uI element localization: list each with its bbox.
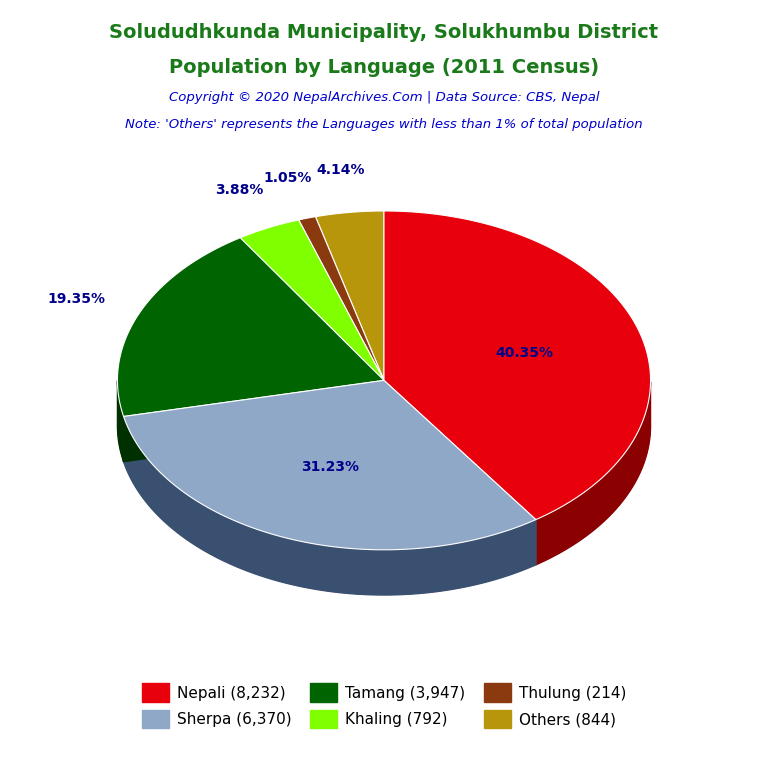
Text: 3.88%: 3.88%	[216, 183, 264, 197]
Text: 31.23%: 31.23%	[301, 460, 359, 474]
Text: Solududhkunda Municipality, Solukhumbu District: Solududhkunda Municipality, Solukhumbu D…	[109, 23, 659, 42]
Polygon shape	[384, 380, 536, 564]
Text: Population by Language (2011 Census): Population by Language (2011 Census)	[169, 58, 599, 77]
Text: 19.35%: 19.35%	[48, 293, 105, 306]
Text: Copyright © 2020 NepalArchives.Com | Data Source: CBS, Nepal: Copyright © 2020 NepalArchives.Com | Dat…	[169, 91, 599, 104]
Polygon shape	[384, 380, 536, 564]
Polygon shape	[240, 220, 384, 380]
Legend: Nepali (8,232), Sherpa (6,370), Tamang (3,947), Khaling (792), Thulung (214), Ot: Nepali (8,232), Sherpa (6,370), Tamang (…	[134, 676, 634, 736]
Polygon shape	[316, 211, 384, 380]
Text: 1.05%: 1.05%	[263, 170, 312, 184]
Polygon shape	[124, 380, 536, 550]
Polygon shape	[118, 257, 650, 595]
Polygon shape	[536, 382, 650, 564]
Polygon shape	[299, 217, 384, 380]
Polygon shape	[124, 380, 384, 462]
Polygon shape	[384, 211, 650, 520]
Text: Note: 'Others' represents the Languages with less than 1% of total population: Note: 'Others' represents the Languages …	[125, 118, 643, 131]
Polygon shape	[118, 238, 384, 416]
Text: 4.14%: 4.14%	[316, 164, 365, 177]
Text: 40.35%: 40.35%	[495, 346, 553, 359]
Polygon shape	[118, 381, 124, 462]
Polygon shape	[124, 380, 384, 462]
Polygon shape	[124, 416, 536, 595]
